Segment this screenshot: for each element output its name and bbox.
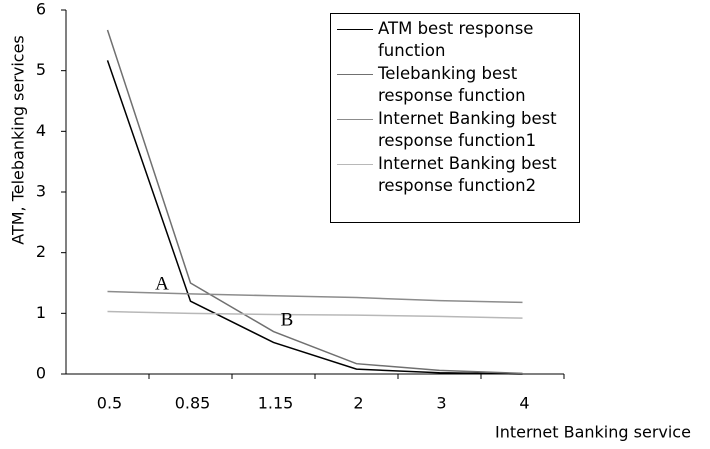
legend: ATM best response function Telebanking be… <box>330 13 580 223</box>
legend-label: Internet Banking best response function1 <box>378 109 557 150</box>
legend-swatch <box>337 29 373 30</box>
x-tick-label: 0.85 <box>175 394 211 413</box>
x-tick-label: 4 <box>519 394 529 413</box>
x-tick-label: 2 <box>353 394 363 413</box>
series-line <box>106 60 523 375</box>
y-tick-label: 1 <box>36 303 46 322</box>
legend-swatch <box>337 164 373 165</box>
annotation: A <box>155 273 169 294</box>
x-axis-label: Internet Banking service <box>495 423 691 442</box>
legend-entry: Telebanking best response function <box>337 63 579 107</box>
legend-label: Telebanking best response function <box>378 64 526 105</box>
series-line <box>107 290 523 304</box>
y-tick-label: 5 <box>36 60 46 79</box>
legend-swatch <box>337 74 373 75</box>
legend-entry: ATM best response function <box>337 18 579 62</box>
legend-entry: Internet Banking best response function2 <box>337 153 579 197</box>
y-tick-label: 6 <box>36 0 46 19</box>
x-tick-label: 3 <box>436 394 446 413</box>
legend-label: ATM best response function <box>378 19 534 60</box>
series-line <box>107 310 523 319</box>
legend-entry: Internet Banking best response function1 <box>337 108 579 152</box>
y-tick-label: 2 <box>36 242 46 261</box>
legend-swatch <box>337 119 373 120</box>
y-tick-label: 4 <box>36 121 46 140</box>
x-tick-label: 0.5 <box>97 394 122 413</box>
y-tick-label: 3 <box>36 182 46 201</box>
y-tick-label: 0 <box>36 364 46 383</box>
series-line <box>106 29 523 375</box>
y-axis-label: ATM, Telebanking services <box>9 35 28 244</box>
x-tick-label: 1.15 <box>258 394 294 413</box>
annotation: B <box>281 309 294 330</box>
legend-label: Internet Banking best response function2 <box>378 154 557 195</box>
